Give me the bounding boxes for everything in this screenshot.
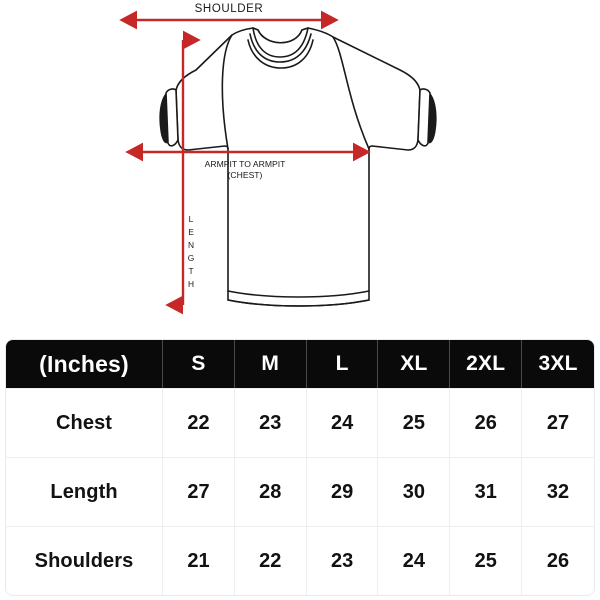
table-row: Shoulders 21 22 23 24 25 26 [6, 526, 594, 595]
length-label: L E N G T H [188, 214, 195, 289]
collar-rib-line-1 [249, 33, 312, 63]
chest-label-line2: (CHEST) [228, 170, 263, 180]
size-chart-table-container: (Inches) S M L XL 2XL 3XL Chest 22 23 24… [6, 340, 594, 595]
length-letter-n: N [188, 240, 194, 250]
left-sleeve-cuff [165, 88, 179, 147]
length-2xl: 31 [450, 457, 523, 526]
tshirt-illustration: SHOULDER ARMPIT TO ARMPIT (CHEST) L E N … [119, 3, 437, 315]
shoulders-s: 21 [163, 526, 235, 595]
table-body: Chest 22 23 24 25 26 27 Length 27 28 29 … [6, 388, 594, 595]
header-size-m: M [234, 340, 307, 388]
right-armhole-seam [332, 36, 370, 150]
table-header: (Inches) S M L XL 2XL 3XL [6, 340, 594, 388]
header-size-3xl: 3XL [522, 340, 594, 388]
header-row: (Inches) S M L XL 2XL 3XL [6, 340, 594, 388]
row-label-chest: Chest [6, 388, 164, 457]
collar-rib-line-2 [247, 39, 314, 69]
shoulders-3xl: 26 [522, 526, 594, 595]
right-sleeve-cuff [417, 88, 431, 147]
row-label-length: Length [6, 457, 164, 526]
tshirt-measurement-diagram: SHOULDER ARMPIT TO ARMPIT (CHEST) L E N … [119, 3, 437, 315]
chest-2xl: 26 [450, 388, 523, 457]
length-l: 29 [306, 457, 379, 526]
chest-3xl: 27 [522, 388, 594, 457]
length-measurement: L E N G T H [165, 30, 201, 315]
shoulders-2xl: 25 [450, 526, 523, 595]
length-letter-h: H [188, 279, 194, 289]
header-unit-label: (Inches) [6, 340, 164, 388]
shoulders-m: 22 [234, 526, 307, 595]
row-label-shoulders: Shoulders [6, 526, 164, 595]
table-row: Length 27 28 29 30 31 32 [6, 457, 594, 526]
header-size-2xl: 2XL [450, 340, 523, 388]
collar-outer [252, 27, 309, 58]
length-m: 28 [234, 457, 307, 526]
tshirt-outline [159, 27, 437, 307]
length-letter-l: L [189, 214, 194, 224]
size-chart-table: (Inches) S M L XL 2XL 3XL Chest 22 23 24… [6, 340, 594, 595]
shoulder-label: SHOULDER [195, 3, 264, 15]
length-letter-g: G [188, 253, 195, 263]
length-3xl: 32 [522, 457, 594, 526]
bottom-hem-edge [227, 299, 370, 307]
chest-label-line1: ARMPIT TO ARMPIT [205, 159, 286, 169]
length-xl: 30 [378, 457, 451, 526]
chest-l: 24 [306, 388, 379, 457]
length-letter-e: E [188, 227, 194, 237]
header-size-l: L [306, 340, 379, 388]
shoulders-xl: 24 [378, 526, 451, 595]
length-s: 27 [163, 457, 235, 526]
table-row: Chest 22 23 24 25 26 27 [6, 388, 594, 457]
bottom-hem-band [227, 290, 370, 298]
shoulder-measurement: SHOULDER [119, 3, 339, 30]
header-size-s: S [163, 340, 235, 388]
chest-m: 23 [234, 388, 307, 457]
shoulders-l: 23 [306, 526, 379, 595]
header-size-xl: XL [378, 340, 451, 388]
length-letter-t: T [188, 266, 193, 276]
chest-s: 22 [163, 388, 235, 457]
right-sleeve-shadow [428, 93, 437, 144]
left-armhole-seam [221, 34, 233, 150]
chest-xl: 25 [378, 388, 451, 457]
